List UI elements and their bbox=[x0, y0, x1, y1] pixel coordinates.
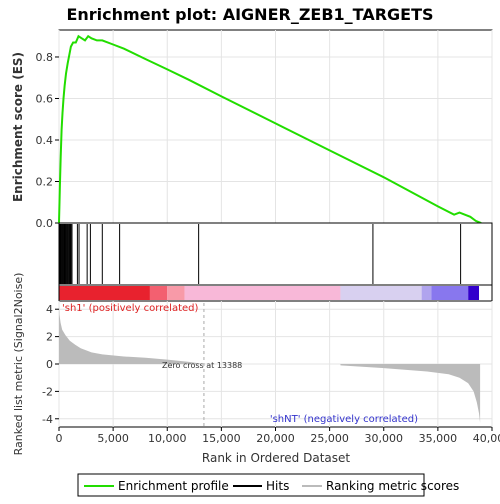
metric-y-axis-ticks: -4 -2 0 2 4 bbox=[42, 303, 59, 426]
x-axis-label: Rank in Ordered Dataset bbox=[202, 451, 350, 465]
es-y-tick-label: 0.6 bbox=[36, 92, 54, 105]
x-tick-label: 5,000 bbox=[97, 432, 129, 445]
metric-y-axis-label: Ranked list metric (Signal2Noise) bbox=[12, 273, 25, 456]
ranking-color-segment bbox=[340, 286, 421, 300]
es-y-tick-label: 0.8 bbox=[36, 51, 54, 64]
chart-title: Enrichment plot: AIGNER_ZEB1_TARGETS bbox=[66, 5, 433, 24]
hits-panel-frame bbox=[59, 223, 492, 285]
x-tick-label: 15,000 bbox=[202, 432, 241, 445]
ranking-color-segment bbox=[167, 286, 184, 300]
ranking-color-segment bbox=[422, 286, 432, 300]
x-tick-label: 10,000 bbox=[148, 432, 187, 445]
es-y-tick-label: 0.4 bbox=[36, 134, 54, 147]
x-tick-label: 35,000 bbox=[419, 432, 458, 445]
legend-hits-label: Hits bbox=[266, 479, 289, 493]
legend-enrichment-profile-label: Enrichment profile bbox=[118, 479, 229, 493]
x-tick-label: 0 bbox=[56, 432, 63, 445]
x-tick-label: 20,000 bbox=[256, 432, 295, 445]
es-y-tick-label: 0.0 bbox=[36, 217, 54, 230]
metric-y-tick-label: -2 bbox=[42, 385, 53, 398]
ranking-color-segment bbox=[431, 286, 468, 300]
es-y-tick-label: 0.2 bbox=[36, 175, 54, 188]
metric-x-axis-ticks: 0 5,000 10,000 15,000 20,000 25,000 30,000 35,0… bbox=[56, 427, 500, 445]
x-tick-label: 30,000 bbox=[365, 432, 404, 445]
ranking-color-segment bbox=[59, 286, 150, 300]
ranking-color-segment bbox=[185, 286, 341, 300]
x-tick-label: 25,000 bbox=[310, 432, 349, 445]
x-tick-label: 40,000 bbox=[473, 432, 500, 445]
es-y-axis-ticks: 0.0 0.2 0.4 0.6 0.8 bbox=[36, 51, 60, 230]
es-y-axis-label: Enrichment score (ES) bbox=[11, 52, 25, 202]
ranking-color-segment bbox=[150, 286, 167, 300]
legend-ranking-metric-label: Ranking metric scores bbox=[326, 479, 459, 493]
metric-y-tick-label: 4 bbox=[46, 303, 53, 316]
zero-cross-label: Zero cross at 13388 bbox=[162, 361, 242, 370]
metric-y-tick-label: 0 bbox=[46, 358, 53, 371]
positive-correlation-label: 'sh1' (positively correlated) bbox=[62, 303, 199, 314]
negative-correlation-label: 'shNT' (negatively correlated) bbox=[270, 414, 418, 425]
metric-y-tick-label: 2 bbox=[46, 331, 53, 344]
ranking-color-bar bbox=[59, 286, 479, 300]
metric-y-tick-label: -4 bbox=[42, 413, 53, 426]
ranking-color-segment bbox=[468, 286, 479, 300]
